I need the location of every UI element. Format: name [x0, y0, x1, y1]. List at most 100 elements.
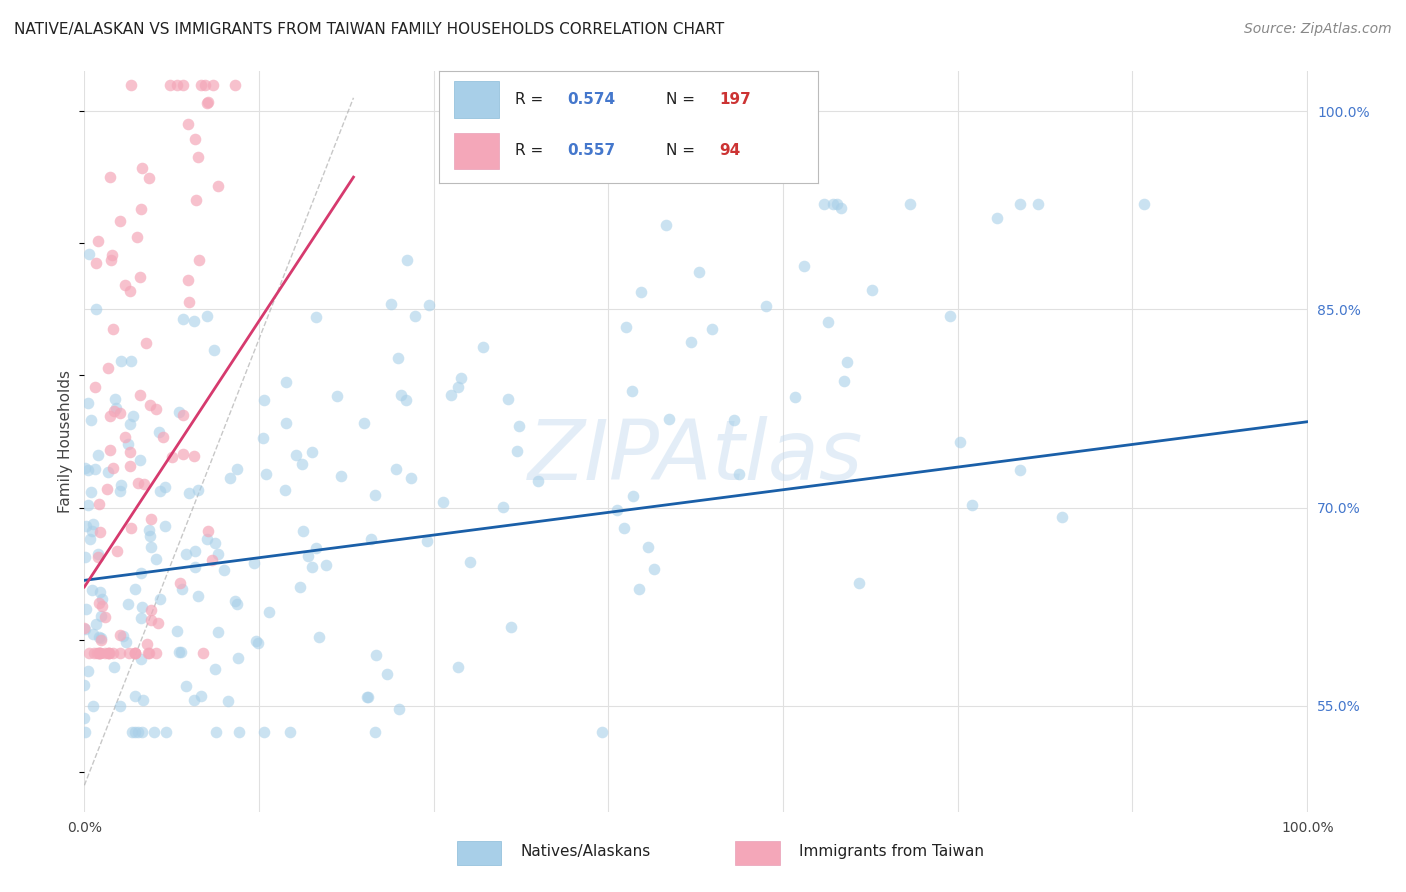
Point [122, 409, 145, 424]
Point [860, 283, 883, 297]
Point [183, 314, 205, 328]
Point [471, 340, 494, 354]
Point [118, 417, 141, 431]
Point [183, 449, 205, 463]
Point [688, 265, 710, 279]
Point [153, 519, 176, 533]
Point [108, 627, 131, 641]
Point [124, 646, 146, 660]
Point [131, 692, 153, 706]
Point [308, 630, 330, 644]
Point [172, 447, 194, 461]
Point [153, 480, 176, 494]
Point [124, 582, 146, 596]
Text: Natives/Alaskans: Natives/Alaskans [520, 845, 651, 859]
Point [179, 486, 201, 500]
Point [613, 521, 636, 535]
Text: 197: 197 [720, 92, 751, 107]
Point [100, 252, 122, 267]
Point [508, 418, 530, 433]
Point [138, 171, 160, 186]
Point [129, 611, 152, 625]
Point [496, 392, 519, 407]
Point [145, 551, 167, 566]
Point [702, 322, 724, 336]
Point [284, 449, 307, 463]
Point [527, 474, 550, 488]
Point [94, 610, 117, 624]
Point [118, 444, 141, 458]
Point [110, 478, 132, 492]
Point [73, 461, 96, 475]
Point [90, 632, 112, 646]
Point [187, 483, 209, 497]
Point [131, 599, 153, 614]
Point [135, 336, 157, 351]
Point [315, 558, 337, 573]
Point [148, 616, 170, 631]
Point [82, 524, 104, 539]
Point [97, 465, 120, 479]
Point [136, 637, 159, 651]
Point [938, 310, 960, 324]
Text: N =: N = [666, 92, 700, 107]
Point [84, 256, 107, 270]
Point [138, 523, 160, 537]
Point [128, 452, 150, 467]
Point [614, 320, 637, 334]
Point [127, 475, 149, 490]
Bar [735, 840, 779, 865]
Y-axis label: Family Households: Family Households [58, 370, 73, 513]
Point [132, 477, 155, 491]
Point [114, 430, 136, 444]
Point [366, 648, 388, 662]
Text: ZIPAtlas: ZIPAtlas [529, 416, 863, 497]
Point [793, 259, 815, 273]
Point [101, 322, 124, 336]
Point [149, 484, 172, 499]
Point [75, 623, 97, 637]
Bar [457, 840, 502, 865]
Point [276, 416, 298, 430]
Point [169, 576, 191, 591]
Point [73, 725, 96, 739]
Point [86, 547, 108, 561]
Point [89, 525, 111, 540]
Point [184, 132, 207, 146]
Text: NATIVE/ALASKAN VS IMMIGRANTS FROM TAIWAN FAMILY HOUSEHOLDS CORRELATION CHART: NATIVE/ALASKAN VS IMMIGRANTS FROM TAIWAN… [14, 22, 724, 37]
Point [90, 608, 112, 623]
Point [77, 396, 100, 410]
Point [301, 560, 323, 574]
Point [141, 613, 163, 627]
Point [212, 563, 235, 577]
Point [129, 202, 152, 217]
Point [148, 425, 170, 440]
Point [257, 605, 280, 619]
Point [447, 660, 470, 674]
Point [301, 444, 323, 458]
Point [172, 78, 194, 92]
Point [825, 196, 848, 211]
Point [89, 646, 111, 660]
Bar [454, 133, 499, 169]
Point [288, 580, 311, 594]
Point [195, 96, 218, 111]
Point [73, 550, 96, 565]
Point [145, 646, 167, 660]
Point [217, 694, 239, 708]
Point [73, 711, 96, 725]
Point [149, 592, 172, 607]
Point [226, 651, 249, 665]
Point [170, 645, 193, 659]
Point [160, 450, 183, 465]
Point [84, 380, 107, 394]
Point [77, 498, 100, 512]
Point [103, 660, 125, 674]
Point [120, 78, 142, 92]
Point [492, 500, 515, 515]
Point [124, 689, 146, 703]
Point [242, 556, 264, 570]
Point [986, 211, 1008, 226]
Point [245, 634, 267, 648]
Point [172, 408, 194, 422]
